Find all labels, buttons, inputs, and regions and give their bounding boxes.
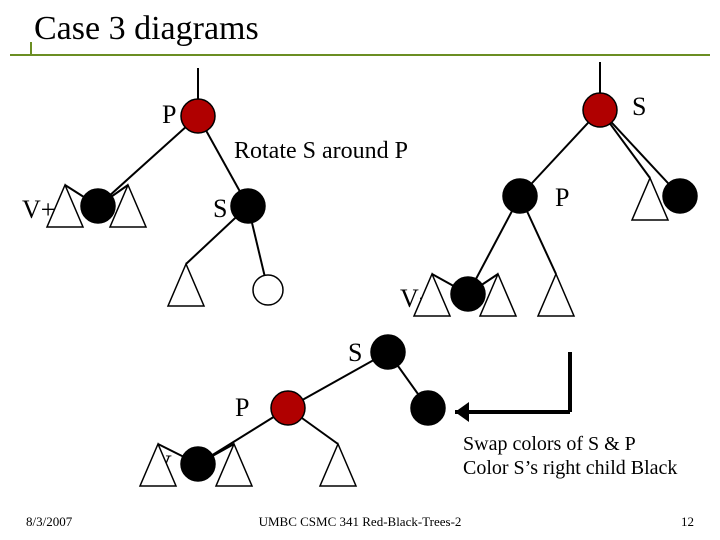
title-tick bbox=[30, 42, 32, 54]
diagram-canvas bbox=[0, 0, 720, 540]
